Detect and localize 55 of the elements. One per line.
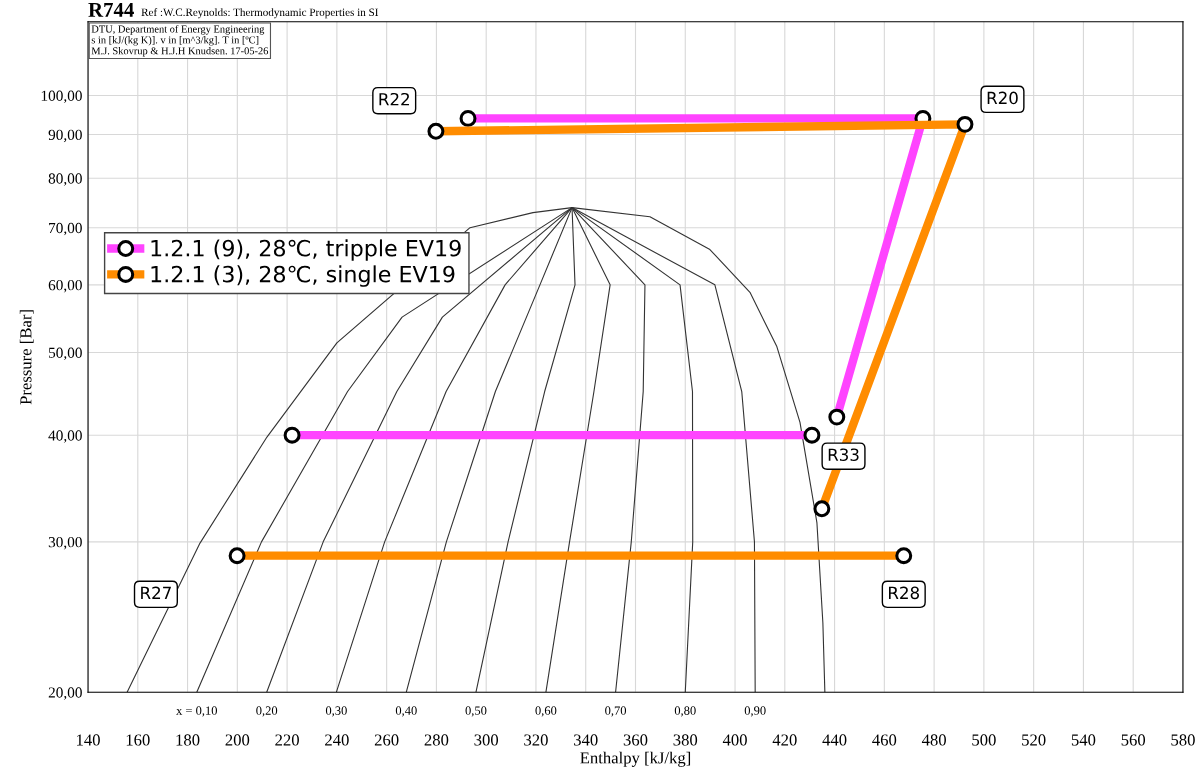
legend-label: 1.2.1 (9), 28℃, tripple EV19	[151, 239, 461, 261]
y-axis-title: Pressure [Bar]	[19, 310, 34, 405]
y-tick-label: 100,00	[41, 90, 82, 104]
x-tick-label: 340	[574, 734, 598, 746]
x-axis-title: Enthalpy [kJ/kg]	[580, 751, 691, 767]
annotation: 0,50	[465, 706, 487, 717]
annotation: R27	[141, 586, 171, 599]
x-tick-label: 380	[673, 734, 698, 746]
y-tick-label: 70,00	[49, 222, 82, 236]
x-tick-label: 420	[772, 734, 797, 746]
annotation: R22	[379, 92, 409, 106]
x-tick-label: 160	[126, 734, 150, 746]
x-tick-label: 500	[972, 734, 996, 746]
x-tick-label: 240	[325, 734, 349, 746]
x-tick-label: 360	[623, 734, 648, 746]
x-tick-label: 220	[275, 734, 299, 746]
x-tick-label: 180	[176, 734, 200, 746]
annotation: 0,20	[256, 706, 278, 717]
chart-subtitle: Ref :W.C.Reynolds: Thermodynamic Properties in SI	[141, 8, 379, 19]
annotation: M.J. Skovrup & H.J.H Knudsen. 17-05-26	[91, 47, 269, 57]
annotation: DTU, Department of Energy Engineering	[91, 25, 265, 35]
annotation: x = 0,10	[176, 706, 218, 717]
annotation: 0,70	[605, 706, 627, 717]
y-tick-label: 80,00	[48, 173, 82, 186]
y-tick-label: 60,00	[48, 280, 82, 293]
chart-title: R744	[88, 2, 134, 17]
x-tick-label: 280	[424, 734, 449, 746]
x-tick-label: 560	[1121, 734, 1146, 746]
x-tick-label: 140	[76, 734, 100, 746]
annotation: R33	[828, 448, 859, 462]
x-tick-label: 440	[822, 734, 847, 746]
x-tick-label: 300	[474, 734, 499, 746]
annotation: R28	[889, 586, 920, 600]
annotation: 0,60	[535, 706, 557, 717]
x-tick-label: 460	[872, 734, 897, 746]
x-tick-label: 580	[1171, 734, 1195, 746]
y-tick-label: 30,00	[48, 537, 82, 550]
y-tick-label: 50,00	[48, 347, 82, 361]
annotation: 0,30	[325, 706, 347, 717]
annotation: 0,40	[395, 706, 417, 717]
y-tick-label: 20,00	[48, 687, 82, 700]
x-tick-label: 520	[1022, 734, 1046, 746]
x-tick-label: 540	[1071, 734, 1096, 746]
legend-label: 1.2.1 (3), 28℃, single EV19	[151, 265, 455, 287]
y-tick-label: 40,00	[48, 430, 82, 443]
x-tick-label: 480	[921, 734, 946, 746]
annotation: 0,80	[674, 706, 696, 717]
x-tick-label: 320	[524, 734, 548, 746]
x-tick-label: 400	[722, 734, 747, 746]
annotation: R20	[987, 91, 1018, 105]
x-tick-label: 260	[374, 734, 399, 746]
x-tick-label: 200	[225, 734, 250, 746]
annotation: s in [kJ/(kg K)]. v in [m^3/kg]. T in [ºC]	[91, 36, 259, 46]
annotation: 0,90	[744, 706, 766, 717]
y-tick-label: 90,00	[48, 129, 82, 143]
